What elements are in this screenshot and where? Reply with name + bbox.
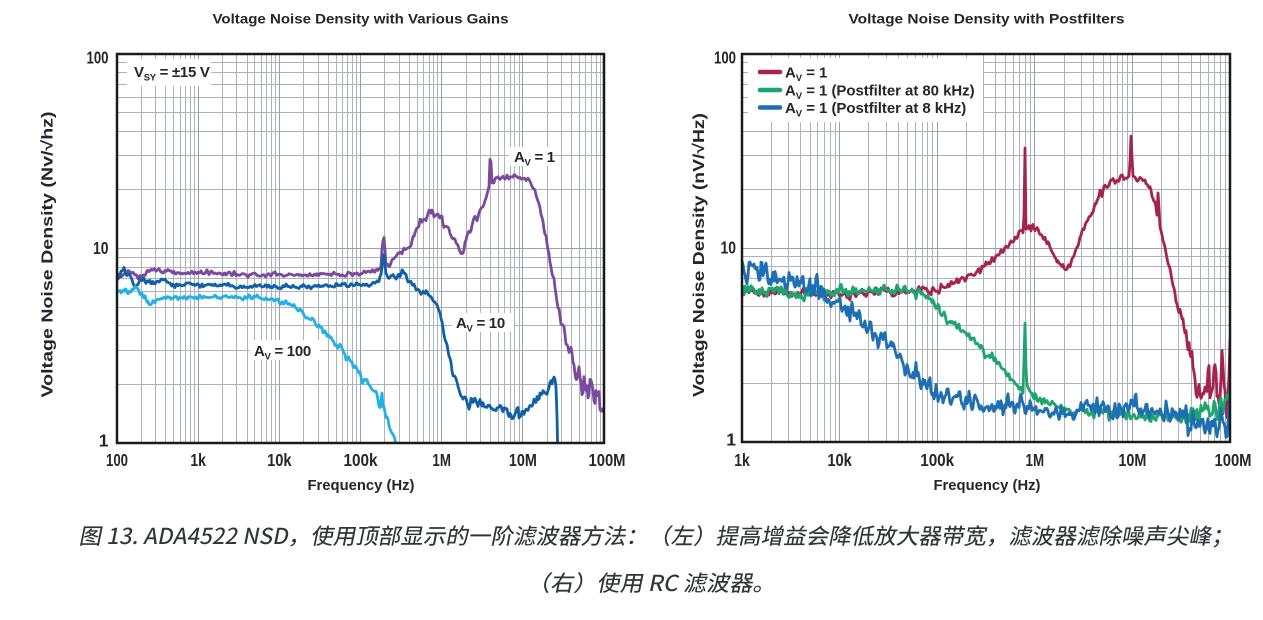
svg-text:100M: 100M	[1215, 450, 1252, 470]
svg-text:10M: 10M	[509, 450, 537, 470]
svg-text:100: 100	[106, 450, 128, 470]
svg-text:100: 100	[87, 48, 109, 68]
svg-text:AV = 1 (Postfilter at 8 kHz): AV = 1 (Postfilter at 8 kHz)	[785, 100, 966, 120]
svg-text:1k: 1k	[734, 450, 750, 470]
svg-text:Voltage Noise Density with Pos: Voltage Noise Density with Postfilters	[849, 11, 1125, 27]
svg-text:AV = 100: AV = 100	[254, 343, 311, 363]
svg-text:10k: 10k	[267, 450, 292, 470]
svg-text:1k: 1k	[190, 450, 206, 470]
svg-text:10: 10	[721, 238, 737, 258]
svg-text:100: 100	[714, 48, 736, 68]
svg-text:Frequency (Hz): Frequency (Hz)	[308, 478, 415, 494]
svg-text:10M: 10M	[1118, 450, 1146, 470]
svg-text:10k: 10k	[827, 450, 852, 470]
svg-text:100k: 100k	[344, 450, 378, 470]
svg-text:Voltage Noise Density (Nv/√hz): Voltage Noise Density (Nv/√hz)	[40, 112, 57, 398]
svg-text:AV = 1: AV = 1	[514, 149, 555, 169]
svg-text:1: 1	[99, 431, 109, 451]
svg-text:100k: 100k	[920, 450, 954, 470]
svg-text:10: 10	[93, 238, 109, 258]
svg-text:1M: 1M	[1026, 450, 1045, 470]
svg-text:Frequency (Hz): Frequency (Hz)	[934, 478, 1041, 494]
svg-text:1: 1	[726, 430, 736, 450]
svg-text:AV = 1 (Postfilter at 80 kHz): AV = 1 (Postfilter at 80 kHz)	[785, 83, 975, 103]
svg-text:100M: 100M	[589, 450, 626, 470]
svg-text:1M: 1M	[432, 450, 451, 470]
svg-text:Voltage Noise Density with Var: Voltage Noise Density with Various Gains	[213, 11, 509, 27]
svg-text:AV = 1: AV = 1	[785, 65, 827, 85]
svg-text:Voltage Noise Density (nV/√Hz): Voltage Noise Density (nV/√Hz)	[691, 113, 708, 397]
svg-text:AV = 10: AV = 10	[456, 315, 505, 335]
